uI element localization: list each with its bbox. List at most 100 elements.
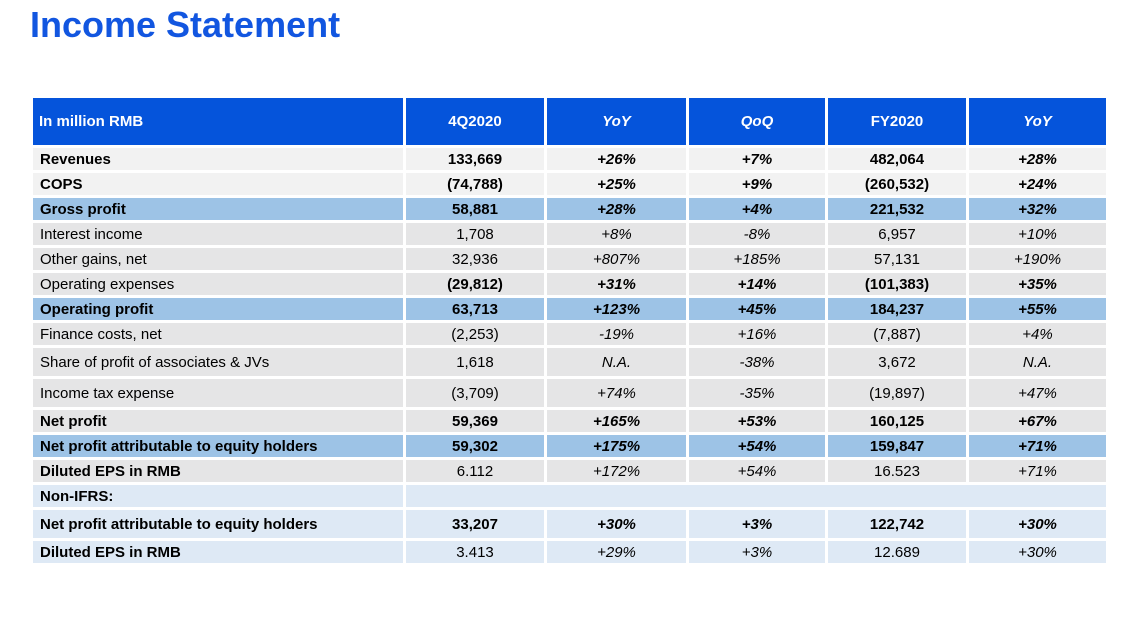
cell-qoq: -35% (686, 376, 828, 410)
table-row: Net profit 59,369 +165% +53% 160,125 +67% (30, 407, 1109, 435)
cell-qoq: +3% (686, 507, 828, 541)
table-row: Net profit attributable to equity holder… (30, 507, 1109, 541)
cell-qoq: +4% (686, 195, 828, 223)
cell-fy: (260,532) (825, 170, 969, 198)
row-label: Gross profit (30, 195, 406, 223)
table-row: Non-IFRS: (30, 482, 1109, 510)
header-yoy: YoY (544, 95, 689, 148)
row-label: Income tax expense (30, 376, 406, 410)
cell-fy: 12.689 (825, 538, 969, 566)
cell-q: 32,936 (403, 245, 547, 273)
table-header: In million RMB 4Q2020 YoY QoQ FY2020 YoY (30, 95, 1109, 148)
cell-yoy: +165% (544, 407, 689, 435)
cell-qoq: +9% (686, 170, 828, 198)
cell-fyyoy: +71% (966, 457, 1109, 485)
table-row: Diluted EPS in RMB 6.112 +172% +54% 16.523 +7… (30, 457, 1109, 485)
cell-yoy: +74% (544, 376, 689, 410)
table-row: Operating expenses (29,812) +31% +14% (101,3… (30, 270, 1109, 298)
row-label: Other gains, net (30, 245, 406, 273)
cell-fy: (19,897) (825, 376, 969, 410)
cell-qoq: +54% (686, 457, 828, 485)
table-row: Income tax expense (3,709) +74% -35% (19,897… (30, 376, 1109, 410)
cell-qoq: +185% (686, 245, 828, 273)
cell-qoq: +3% (686, 538, 828, 566)
cell-yoy: -19% (544, 320, 689, 348)
cell-qoq: +7% (686, 145, 828, 173)
cell-fyyoy: +24% (966, 170, 1109, 198)
cell-q: (3,709) (403, 376, 547, 410)
cell-q: 33,207 (403, 507, 547, 541)
table-row: COPS (74,788) +25% +9% (260,532) +24% (30, 170, 1109, 198)
cell-q: (2,253) (403, 320, 547, 348)
cell-q: 59,369 (403, 407, 547, 435)
row-merged-empty-cell (403, 482, 1109, 510)
cell-fy: (7,887) (825, 320, 969, 348)
cell-fy: 159,847 (825, 432, 969, 460)
cell-yoy: N.A. (544, 345, 689, 379)
cell-yoy: +175% (544, 432, 689, 460)
cell-fy: 57,131 (825, 245, 969, 273)
cell-qoq: +16% (686, 320, 828, 348)
cell-fyyoy: +35% (966, 270, 1109, 298)
cell-yoy: +31% (544, 270, 689, 298)
cell-fyyoy: +32% (966, 195, 1109, 223)
cell-q: 133,669 (403, 145, 547, 173)
cell-qoq: -38% (686, 345, 828, 379)
cell-q: 58,881 (403, 195, 547, 223)
cell-fyyoy: +71% (966, 432, 1109, 460)
income-statement-table: In million RMB 4Q2020 YoY QoQ FY2020 YoY… (30, 95, 1109, 566)
cell-fy: 184,237 (825, 295, 969, 323)
header-in-million-rmb: In million RMB (30, 95, 406, 148)
cell-yoy: +26% (544, 145, 689, 173)
table-row: Gross profit 58,881 +28% +4% 221,532 +32% (30, 195, 1109, 223)
row-label: Interest income (30, 220, 406, 248)
cell-fyyoy: +30% (966, 507, 1109, 541)
cell-yoy: +123% (544, 295, 689, 323)
header-row: In million RMB 4Q2020 YoY QoQ FY2020 YoY (30, 95, 1109, 148)
cell-yoy: +28% (544, 195, 689, 223)
cell-q: (74,788) (403, 170, 547, 198)
header-4q2020: 4Q2020 (403, 95, 547, 148)
cell-fyyoy: N.A. (966, 345, 1109, 379)
cell-fy: 16.523 (825, 457, 969, 485)
cell-yoy: +807% (544, 245, 689, 273)
page-title: Income Statement (30, 4, 341, 45)
cell-fy: 3,672 (825, 345, 969, 379)
table-row: Revenues 133,669 +26% +7% 482,064 +28% (30, 145, 1109, 173)
cell-fyyoy: +67% (966, 407, 1109, 435)
cell-q: 1,618 (403, 345, 547, 379)
cell-fy: (101,383) (825, 270, 969, 298)
cell-yoy: +172% (544, 457, 689, 485)
row-label: Net profit attributable to equity holder… (30, 507, 406, 541)
table-row: Diluted EPS in RMB 3.413 +29% +3% 12.689 +30% (30, 538, 1109, 566)
row-label: Net profit (30, 407, 406, 435)
cell-yoy: +30% (544, 507, 689, 541)
header-yoy-fy: YoY (966, 95, 1109, 148)
cell-fyyoy: +55% (966, 295, 1109, 323)
table-row: Other gains, net 32,936 +807% +185% 57,131 +1… (30, 245, 1109, 273)
cell-q: (29,812) (403, 270, 547, 298)
row-label: Finance costs, net (30, 320, 406, 348)
cell-q: 1,708 (403, 220, 547, 248)
cell-yoy: +25% (544, 170, 689, 198)
cell-fyyoy: +4% (966, 320, 1109, 348)
header-fy2020: FY2020 (825, 95, 969, 148)
row-label: Revenues (30, 145, 406, 173)
row-label: Non-IFRS: (30, 482, 406, 510)
cell-fy: 6,957 (825, 220, 969, 248)
row-label: Operating expenses (30, 270, 406, 298)
cell-fyyoy: +190% (966, 245, 1109, 273)
cell-fy: 160,125 (825, 407, 969, 435)
cell-q: 59,302 (403, 432, 547, 460)
cell-qoq: +53% (686, 407, 828, 435)
cell-qoq: +45% (686, 295, 828, 323)
table-row: Share of profit of associates & JVs 1,618… (30, 345, 1109, 379)
row-label: Net profit attributable to equity holder… (30, 432, 406, 460)
cell-qoq: +14% (686, 270, 828, 298)
cell-fyyoy: +28% (966, 145, 1109, 173)
income-table-body: Revenues 133,669 +26% +7% 482,064 +28% COPS (74… (30, 145, 1109, 566)
cell-q: 3.413 (403, 538, 547, 566)
header-qoq: QoQ (686, 95, 828, 148)
row-label: Diluted EPS in RMB (30, 538, 406, 566)
row-label: Diluted EPS in RMB (30, 457, 406, 485)
